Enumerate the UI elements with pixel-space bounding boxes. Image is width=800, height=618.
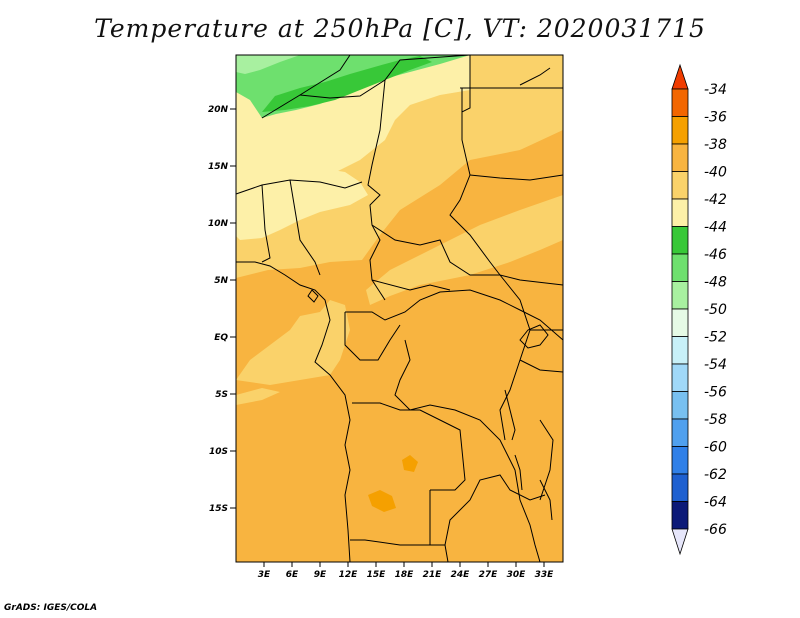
lat-tick-eq: EQ — [214, 333, 236, 343]
grads-credit: GrADS: IGES/COLA — [4, 603, 98, 613]
map-panel — [235, 54, 564, 563]
colorbar-label-14: -60 — [704, 440, 727, 456]
colorbar-swatch-9 — [671, 308, 689, 337]
colorbar-label-12: -56 — [704, 385, 727, 401]
colorbar-swatch-14 — [671, 446, 689, 475]
colorbar-label-1: -34 — [704, 82, 727, 98]
lon-tick-15e: 15E — [367, 562, 387, 580]
lon-tick-3e: 3E — [258, 562, 271, 580]
lon-label-9e: 9E — [314, 570, 327, 580]
lon-label-27e: 27E — [479, 570, 499, 580]
latitude-axis: 20N 15N 10N 5N EQ 5S 10S 15S — [208, 105, 236, 514]
map-frame — [235, 54, 564, 563]
temperature-field-minus40-east — [366, 195, 563, 305]
colorbar-swatch-16 — [671, 501, 689, 530]
colorbar-label-7: -46 — [704, 247, 727, 263]
colorbar-swatch-7 — [671, 253, 689, 282]
lat-tick-10s: 10S — [209, 447, 236, 457]
lon-label-12e: 12E — [339, 570, 359, 580]
colorbar-label-16: -64 — [704, 495, 727, 511]
lon-label-15e: 15E — [367, 570, 387, 580]
colorbar-label-6: -44 — [704, 220, 727, 236]
lon-label-33e: 33E — [535, 570, 555, 580]
lon-tick-21e: 21E — [423, 562, 443, 580]
lon-tick-6e: 6E — [286, 562, 299, 580]
colorbar-swatch-8 — [671, 281, 689, 310]
colorbar-swatch-11 — [671, 363, 689, 392]
lon-label-21e: 21E — [423, 570, 443, 580]
colorbar-label-15: -62 — [704, 467, 727, 483]
colorbar-bottom-arrow — [671, 528, 689, 556]
lat-tick-5n: 5N — [214, 276, 236, 286]
lon-tick-27e: 27E — [479, 562, 499, 580]
colorbar-label-5: -42 — [704, 192, 727, 208]
lon-label-18e: 18E — [395, 570, 415, 580]
lon-label-3e: 3E — [258, 570, 271, 580]
colorbar-swatch-13 — [671, 418, 689, 447]
colorbar-swatch-3 — [671, 143, 689, 172]
lat-label-15n: 15N — [208, 162, 229, 172]
lat-label-10n: 10N — [208, 219, 229, 229]
longitude-axis: 3E 6E 9E 12E 15E 18E 21E 24E — [258, 562, 554, 580]
colorbar-label-2: -36 — [704, 110, 727, 126]
colorbar-label-17: -66 — [704, 522, 727, 538]
lat-label-5s: 5S — [215, 390, 228, 400]
colorbar-label-9: -50 — [704, 302, 727, 318]
lat-label-5n: 5N — [214, 276, 228, 286]
colorbar-label-10: -52 — [704, 330, 727, 346]
colorbar-label-4: -40 — [704, 165, 727, 181]
lat-label-20n: 20N — [208, 105, 229, 115]
lon-tick-33e: 33E — [535, 562, 555, 580]
lon-label-24e: 24E — [451, 570, 471, 580]
colorbar-swatch-15 — [671, 473, 689, 502]
lat-label-eq: EQ — [214, 333, 228, 343]
colorbar-swatch-12 — [671, 391, 689, 420]
colorbar-label-13: -58 — [704, 412, 727, 428]
lon-tick-30e: 30E — [507, 562, 527, 580]
lon-tick-18e: 18E — [395, 562, 415, 580]
lon-tick-24e: 24E — [451, 562, 471, 580]
colorbar-swatch-1 — [671, 88, 689, 117]
colorbar-label-3: -38 — [704, 137, 727, 153]
lat-tick-10n: 10N — [208, 219, 236, 229]
temperature-field-minus40-coast — [236, 300, 350, 385]
lon-tick-9e: 9E — [314, 562, 327, 580]
colorbar-swatch-2 — [671, 116, 689, 145]
map-title: Temperature at 250hPa [C], VT: 202003171… — [94, 14, 706, 43]
colorbar-swatch-4 — [671, 171, 689, 200]
temperature-spot-angola-b — [368, 490, 396, 512]
lon-tick-12e: 12E — [339, 562, 359, 580]
temperature-field-minus40-tail — [236, 388, 280, 405]
temperature-field-minus38-n — [398, 200, 452, 228]
lakes — [307, 289, 553, 521]
colorbar-swatch-5 — [671, 198, 689, 227]
temperature-field-minus46 — [262, 56, 432, 112]
lat-tick-15n: 15N — [208, 162, 236, 172]
colorbar-swatch-6 — [671, 226, 689, 255]
temperature-spot-angola-a — [402, 455, 418, 472]
temperature-field-minus46-left — [236, 55, 300, 74]
colorbar-top-arrow — [671, 63, 689, 90]
lon-label-6e: 6E — [286, 570, 299, 580]
colorbar-swatch-10 — [671, 336, 689, 365]
country-boundaries — [235, 54, 564, 563]
lat-tick-20n: 20N — [208, 105, 236, 115]
lon-label-30e: 30E — [507, 570, 527, 580]
lat-tick-5s: 5S — [215, 390, 236, 400]
colorbar-label-11: -54 — [704, 357, 727, 373]
temperature-field-minus38-ne — [440, 130, 563, 208]
lat-label-15s: 15S — [209, 504, 228, 514]
lat-tick-15s: 15S — [209, 504, 236, 514]
colorbar: -34 -36 -38 -40 -42 -44 -46 -48 -50 -52 … — [671, 63, 727, 556]
colorbar-label-8: -48 — [704, 275, 727, 291]
lat-label-10s: 10S — [209, 447, 228, 457]
